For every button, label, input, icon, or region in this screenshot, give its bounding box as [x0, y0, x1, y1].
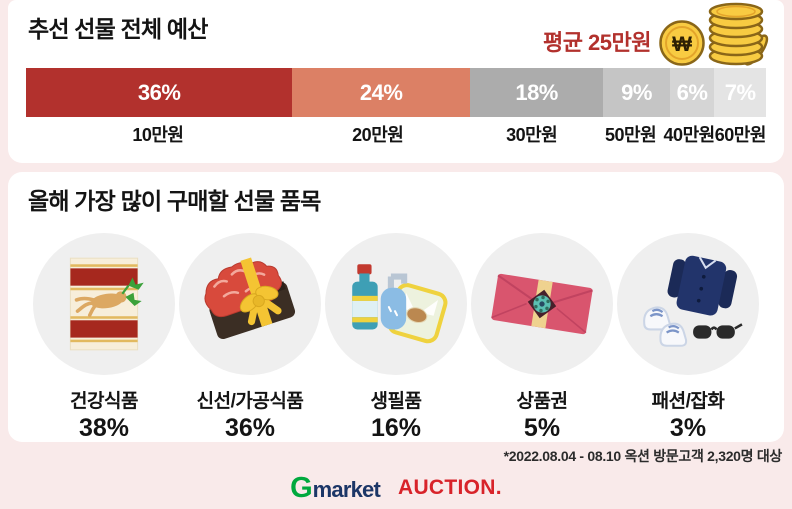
budget-card: 추선 선물 전체 예산 평균 25만원 ₩ 36% 24% [8, 0, 784, 163]
average-budget: 평균 25만원 ₩ [543, 2, 770, 66]
bar-category-label: 30만원 [466, 121, 598, 147]
bar-category-label: 40만원 [663, 121, 716, 147]
gift-item: 생필품 16% [323, 233, 469, 443]
bar-category-label: 50만원 [598, 121, 664, 147]
bar-segment: 18% [470, 68, 604, 117]
bar-category-text: 20만원 [352, 125, 404, 145]
auction-logo: AUCTION. [398, 476, 502, 499]
gift-items-title: 올해 가장 많이 구매할 선물 품목 [28, 188, 321, 214]
bar-segment: 9% [603, 68, 670, 117]
meat-gift-box-icon [204, 257, 296, 340]
bar-segment: 36% [26, 68, 293, 117]
gift-item-image [471, 233, 613, 375]
bar-segment-value: 9% [621, 79, 652, 105]
gift-item-image [617, 233, 759, 375]
bar-category-label: 20만원 [290, 121, 466, 147]
bar-category-text: 10만원 [132, 125, 184, 145]
toiletries-icon [352, 264, 448, 344]
gift-item-image [325, 233, 467, 375]
red-ginseng-package-icon [69, 257, 144, 351]
budget-category-labels: 10만원 20만원 30만원 50만원 40만원 60만원 [26, 121, 766, 147]
gift-item-image [179, 233, 321, 375]
bar-category-label: 10만원 [26, 121, 290, 147]
survey-footnote: *2022.08.04 - 08.10 옥션 방문고객 2,320명 대상 [503, 448, 783, 464]
bar-segment-value: 24% [359, 79, 403, 105]
gift-item-label: 신선/가공식품 [196, 391, 304, 412]
gift-item-image [33, 233, 175, 375]
gift-item-percentage: 16% [370, 414, 422, 442]
gift-items-row: 건강식품 38% [8, 233, 784, 443]
budget-stacked-bar: 36% 24% 18% 9% 6% 7% [26, 68, 766, 117]
gift-item-label: 패션/잡화 [651, 391, 725, 412]
bar-segment: 7% [714, 68, 766, 117]
gift-item: 신선/가공식품 36% [177, 233, 323, 443]
bar-segment-value: 36% [137, 79, 181, 105]
gmarket-wordmark: market [312, 476, 381, 502]
bar-category-text: 50만원 [604, 125, 657, 145]
gmarket-g-mark: G [290, 471, 313, 504]
bar-category-text: 40만원 [663, 125, 716, 145]
gift-item-label: 상품권 [516, 391, 568, 412]
bar-segment: 6% [669, 68, 715, 117]
bar-segment-value: 7% [724, 79, 756, 105]
bar-category-text: 60만원 [714, 125, 767, 145]
average-budget-label: 평균 25만원 [542, 30, 652, 55]
bar-segment: 24% [292, 68, 470, 117]
fashion-accessories-icon [643, 255, 743, 347]
budget-title: 추선 선물 전체 예산 [28, 16, 208, 42]
gift-item-percentage: 38% [78, 414, 130, 442]
gift-item-percentage: 5% [523, 414, 561, 442]
won-symbol: ₩ [672, 33, 692, 56]
gift-item: 건강식품 38% [31, 233, 177, 443]
coin-stack-icon: ₩ [659, 2, 769, 66]
bar-segment-value: 6% [676, 79, 708, 105]
bar-category-label: 60만원 [714, 121, 767, 147]
gift-item-label: 건강식품 [70, 391, 138, 412]
gift-item-percentage: 36% [224, 414, 276, 442]
gift-item-label: 생필품 [370, 391, 422, 412]
gift-item: 상품권 5% [469, 233, 615, 443]
bar-category-text: 30만원 [506, 125, 558, 145]
gift-items-card: 올해 가장 많이 구매할 선물 품목 [8, 172, 784, 442]
gift-item: 패션/잡화 3% [615, 233, 761, 443]
gift-envelope-icon [491, 273, 593, 335]
gift-item-percentage: 3% [669, 414, 707, 442]
bar-segment-value: 18% [515, 79, 558, 105]
